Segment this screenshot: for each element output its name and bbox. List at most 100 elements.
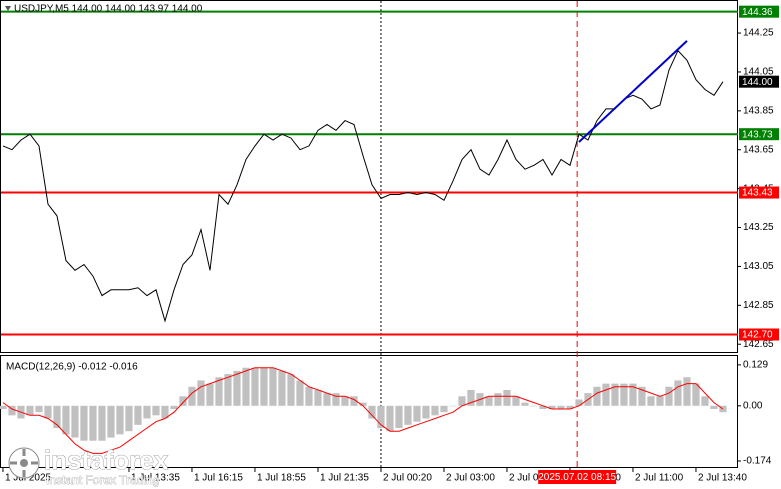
x-tick-label: 2 Jul 13:40 bbox=[698, 473, 747, 484]
macd-bar bbox=[512, 396, 520, 406]
level-label-box bbox=[739, 5, 779, 18]
macd-bar bbox=[269, 367, 277, 406]
macd-bar bbox=[665, 386, 673, 406]
y-tick-label: 0.129 bbox=[743, 360, 768, 371]
macd-bar bbox=[179, 396, 187, 406]
macd-bar bbox=[62, 405, 70, 435]
macd-bar bbox=[449, 405, 457, 407]
macd-bar bbox=[620, 383, 628, 406]
y-tick-label: 143.65 bbox=[743, 144, 774, 155]
macd-bar bbox=[44, 405, 52, 419]
y-tick-label: 143.25 bbox=[743, 222, 774, 233]
macd-bar bbox=[188, 386, 196, 406]
macd-title: MACD(12,26,9) -0.012 -0.016 bbox=[6, 362, 138, 373]
macd-bar bbox=[0, 405, 7, 409]
macd-bar bbox=[701, 396, 709, 406]
y-tick-label: 0.00 bbox=[743, 400, 763, 411]
macd-bar bbox=[674, 380, 682, 406]
macd-bar bbox=[224, 374, 232, 406]
macd-bar bbox=[278, 370, 286, 406]
chart-title: USDJPY,M5 144.00 144.00 143.97 144.00 bbox=[14, 4, 203, 15]
macd-bar bbox=[215, 377, 223, 406]
macd-bar bbox=[314, 389, 322, 406]
watermark-brand: instaforex bbox=[44, 445, 169, 475]
macd-bar bbox=[521, 402, 529, 406]
cursor-time-box bbox=[538, 470, 617, 484]
macd-bar bbox=[80, 405, 88, 441]
macd-bar bbox=[638, 386, 646, 406]
macd-bar bbox=[350, 396, 358, 406]
macd-bar bbox=[440, 405, 448, 413]
macd-bar bbox=[197, 380, 205, 406]
x-tick-label: 2 Jul 00:20 bbox=[383, 473, 432, 484]
level-label: 143.73 bbox=[742, 129, 773, 140]
macd-bar bbox=[8, 405, 16, 416]
macd-bar bbox=[458, 396, 466, 406]
macd-bar bbox=[467, 389, 475, 406]
macd-bar bbox=[341, 396, 349, 406]
macd-bar bbox=[395, 405, 403, 429]
macd-bar bbox=[35, 405, 43, 413]
macd-bar bbox=[242, 367, 250, 406]
macd-bar bbox=[566, 405, 574, 409]
level-label-box bbox=[739, 128, 779, 141]
level-label: 144.36 bbox=[742, 7, 773, 18]
title-icon bbox=[5, 6, 11, 11]
macd-bar bbox=[692, 383, 700, 406]
macd-bar bbox=[710, 405, 718, 409]
y-tick-label: 142.65 bbox=[743, 339, 774, 350]
watermark-tagline: Instant Forex Trading bbox=[46, 473, 159, 487]
macd-bar bbox=[116, 405, 124, 435]
x-tick-label: 2 Jul 03:00 bbox=[446, 473, 495, 484]
macd-bar bbox=[431, 405, 439, 416]
x-tick-label: 1 Jul 18:55 bbox=[257, 473, 306, 484]
macd-bar bbox=[251, 367, 259, 406]
overlay-layer: USDJPY,M5 144.00 144.00 143.97 144.00 MA… bbox=[5, 4, 779, 487]
macd-bar bbox=[206, 383, 214, 406]
y-tick-label: -0.174 bbox=[743, 456, 772, 467]
x-tick-label: 1 Jul 2025 bbox=[5, 473, 52, 484]
macd-bar bbox=[485, 396, 493, 406]
macd-bar bbox=[656, 396, 664, 406]
macd-bar bbox=[161, 405, 169, 419]
macd-bar bbox=[422, 405, 430, 419]
macd-bar bbox=[575, 399, 583, 406]
x-tick-label: 1 Jul 21:35 bbox=[320, 473, 369, 484]
macd-bar bbox=[602, 383, 610, 406]
macd-bar bbox=[359, 402, 367, 406]
x-tick-label: 1 Jul 13:35 bbox=[131, 473, 180, 484]
macd-bar bbox=[89, 405, 97, 441]
macd-panel bbox=[0, 355, 738, 468]
macd-bar bbox=[233, 370, 241, 406]
macd-bar bbox=[125, 405, 133, 432]
price-panel bbox=[0, 0, 738, 353]
macd-bar bbox=[683, 377, 691, 406]
macd-bar bbox=[26, 405, 34, 416]
level-label-box bbox=[739, 186, 779, 199]
level-label: 143.43 bbox=[742, 188, 773, 199]
macd-bar bbox=[629, 383, 637, 406]
macd-bar bbox=[107, 405, 115, 438]
macd-bar bbox=[413, 405, 421, 422]
price-line bbox=[2, 49, 724, 323]
y-tick-label: 142.85 bbox=[743, 300, 774, 311]
macd-bar bbox=[323, 393, 331, 406]
y-tick-label: 143.05 bbox=[743, 261, 774, 272]
y-tick-label: 144.05 bbox=[743, 67, 774, 78]
macd-bar bbox=[260, 367, 268, 406]
macd-bar bbox=[287, 374, 295, 406]
y-tick-label: 144.25 bbox=[743, 28, 774, 39]
macd-bar bbox=[377, 405, 385, 429]
macd-bar bbox=[332, 393, 340, 406]
trend-line bbox=[578, 40, 688, 143]
current-price-label: 144.00 bbox=[742, 77, 773, 88]
macd-bar bbox=[530, 405, 538, 407]
y-tick-label: 143.85 bbox=[743, 105, 774, 116]
cursor-time-label: 2025.07.02 08:15 bbox=[538, 472, 616, 483]
macd-bar bbox=[494, 393, 502, 406]
watermark-logo-core bbox=[20, 459, 28, 467]
macd-bar bbox=[296, 380, 304, 406]
level-label-box bbox=[739, 328, 779, 341]
macd-bar bbox=[134, 405, 142, 425]
